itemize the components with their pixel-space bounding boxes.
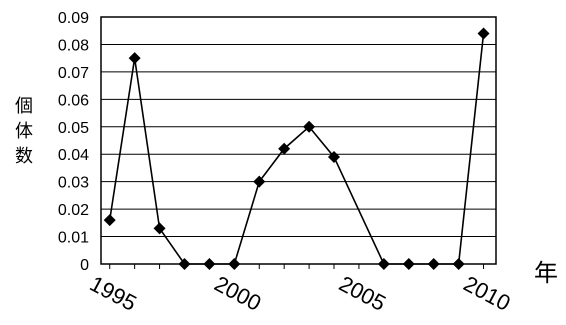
data-point	[452, 258, 465, 270]
y-tick-label: 0	[80, 257, 89, 274]
y-tick-label: 0.08	[58, 37, 89, 54]
x-axis-label: 年	[534, 260, 558, 287]
x-axis-ticks: 1995 2000 2005 2010	[86, 264, 515, 316]
data-point	[477, 27, 490, 40]
y-tick-label: 0.03	[58, 175, 89, 192]
x-tick-label: 2005	[335, 271, 390, 316]
data-point	[103, 214, 116, 227]
data-point	[228, 258, 241, 270]
data-point	[128, 52, 141, 65]
data-point	[377, 258, 390, 270]
y-axis-label-char: 個	[15, 96, 33, 116]
y-tick-label: 0.06	[58, 92, 89, 109]
data-point	[203, 258, 216, 270]
y-tick-label: 0.07	[58, 65, 89, 82]
data-point	[278, 142, 291, 155]
y-tick-label: 0.02	[58, 202, 89, 219]
y-axis-label: 個体数	[15, 96, 33, 166]
data-point	[303, 120, 316, 133]
series-group	[103, 27, 490, 270]
plot-area	[100, 16, 497, 265]
data-point	[427, 258, 440, 270]
y-tick-label: 0.05	[58, 120, 89, 137]
x-tick-label: 1995	[86, 271, 141, 316]
y-tick-label: 0.01	[58, 230, 89, 247]
data-point	[328, 150, 341, 163]
data-point	[178, 258, 191, 270]
y-axis-label-char: 体	[15, 121, 33, 141]
y-tick-label: 0.09	[58, 10, 89, 27]
x-tick-label: 2000	[210, 271, 265, 316]
data-point	[153, 222, 166, 235]
data-point	[253, 175, 266, 188]
y-axis-ticks: 0 0.01 0.02 0.03 0.04 0.05 0.06 0.07 0.08 0.09	[58, 10, 89, 274]
y-tick-label: 0.04	[58, 147, 89, 164]
series-line	[108, 33, 485, 265]
data-point	[402, 258, 415, 270]
x-tick-label: 2010	[460, 271, 515, 316]
grid-lines	[101, 43, 496, 238]
y-axis-label-char: 数	[15, 146, 33, 166]
